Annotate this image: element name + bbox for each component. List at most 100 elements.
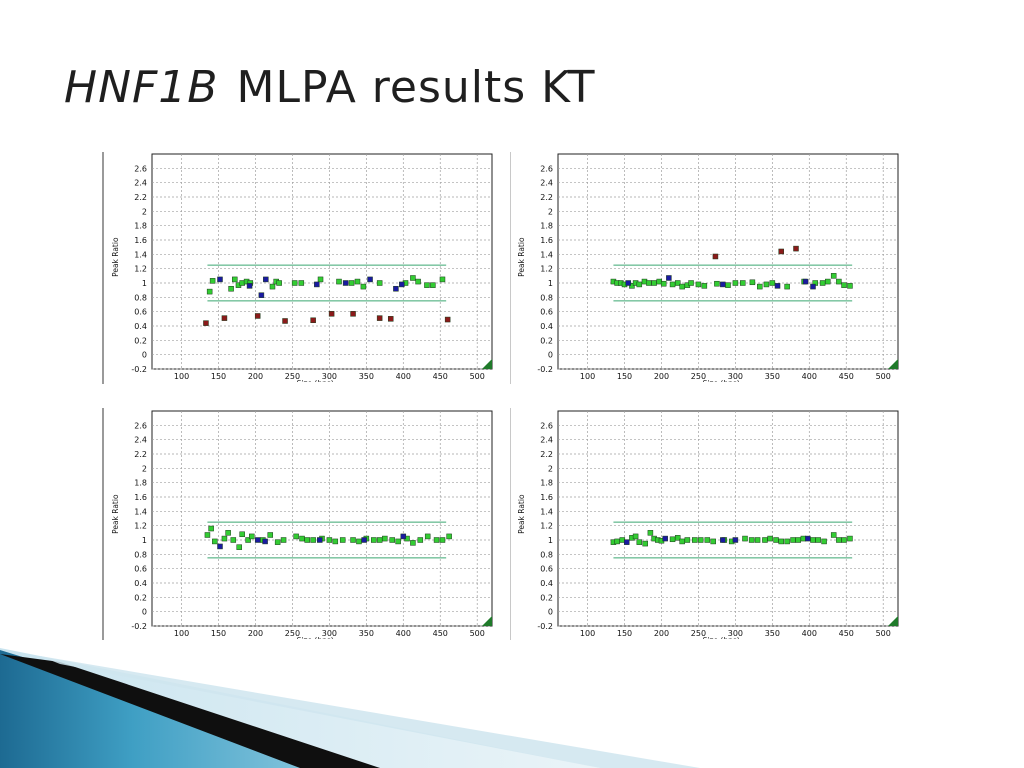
reference-probe-point (314, 281, 320, 288)
normal-probe-point (629, 283, 635, 289)
reference-probe-point (361, 537, 367, 543)
y-tick-label: 0.2 (134, 593, 147, 602)
y-tick-label: 0.2 (540, 593, 553, 602)
y-tick-label: 2 (548, 207, 553, 216)
normal-probe-point (847, 283, 853, 289)
normal-probe-point (410, 275, 416, 281)
mlpa-plot-svg: -0.2 0 0.2 0.4 0.6 0.8 1 1.2 1.4 1.6 1.8 2 2.2 2.4 2.6… (111, 410, 493, 639)
x-tick-label: 300 (728, 372, 743, 381)
title-text: MLPA results KT (236, 62, 596, 113)
reference-probe-point (623, 539, 630, 545)
reference-probe-point (399, 281, 405, 288)
normal-probe-point (208, 525, 214, 532)
normal-probe-point (830, 273, 837, 279)
x-tick-label: 100 (174, 629, 189, 638)
y-tick-label: 0.6 (540, 565, 553, 574)
normal-probe-point (310, 537, 316, 543)
y-tick-label: 1.4 (540, 250, 553, 259)
y-tick-label: -0.2 (131, 365, 147, 374)
x-tick-label: 250 (691, 372, 706, 381)
y-tick-label: -0.2 (131, 622, 147, 631)
normal-probe-point (695, 281, 702, 288)
normal-probe-point (647, 530, 654, 536)
mlpa-panel-1: -0.2 0 0.2 0.4 0.6 0.8 1 1.2 1.4 1.6 1.8 2 2.2 2.4 2.6… (106, 150, 502, 382)
y-tick-label: 2.6 (134, 164, 147, 173)
normal-probe-point (304, 537, 310, 543)
normal-probe-point (209, 278, 216, 284)
y-axis-label: Peak Ratio (517, 237, 526, 277)
panel-divider-middle-bottom (510, 408, 511, 640)
normal-probe-point (249, 533, 255, 540)
x-tick-label: 500 (470, 629, 485, 638)
y-tick-label: 2 (548, 464, 553, 473)
x-tick-label: 350 (765, 629, 780, 638)
reference-probe-point (732, 537, 739, 543)
normal-probe-point (679, 538, 685, 545)
y-tick-label: 1.4 (134, 507, 147, 516)
normal-probe-point (679, 283, 685, 290)
y-tick-label: 0.8 (134, 293, 147, 302)
y-axis-label: Peak Ratio (111, 494, 120, 534)
x-tick-label: 400 (802, 372, 817, 381)
x-tick-label: 300 (322, 629, 337, 638)
slide-title: HNF1B MLPA results KT (64, 62, 596, 113)
y-tick-label: 2.4 (540, 436, 553, 445)
mlpa-panel-3: -0.2 0 0.2 0.4 0.6 0.8 1 1.2 1.4 1.6 1.8 2 2.2 2.4 2.6… (106, 407, 502, 639)
normal-probe-point (815, 537, 821, 543)
normal-probe-point (276, 280, 282, 286)
normal-probe-point (732, 280, 739, 286)
y-tick-label: 2.6 (540, 421, 553, 430)
reference-probe-point (254, 537, 261, 543)
normal-probe-point (395, 538, 401, 545)
normal-probe-point (795, 537, 801, 543)
reference-probe-point (393, 285, 399, 292)
normal-probe-point (298, 280, 305, 286)
y-tick-label: 1.6 (540, 236, 553, 245)
deletion-probe-point (350, 311, 356, 317)
title-gene: HNF1B (64, 62, 219, 113)
reference-probe-point (720, 281, 726, 288)
y-tick-label: 0.6 (540, 308, 553, 317)
y-tick-label: 1.4 (540, 507, 553, 516)
x-axis-label: Size (bps) (297, 379, 334, 382)
duplication-probe-point (793, 245, 799, 252)
normal-probe-point (763, 281, 770, 288)
y-tick-label: 1.2 (540, 265, 553, 274)
x-tick-label: 150 (211, 372, 226, 381)
y-tick-label: 0.4 (540, 579, 553, 588)
x-tick-label: 400 (802, 629, 817, 638)
x-tick-label: 300 (322, 372, 337, 381)
normal-probe-point (836, 537, 842, 543)
corner-resize-marker (482, 359, 492, 369)
reference-probe-point (342, 280, 349, 286)
panel-divider-left-bottom (102, 408, 104, 640)
normal-probe-point (749, 279, 756, 286)
normal-probe-point (354, 278, 361, 285)
normal-probe-point (740, 280, 746, 286)
normal-probe-point (632, 533, 639, 540)
normal-probe-point (669, 281, 676, 288)
normal-probe-point (836, 278, 842, 285)
panel-divider-left-top (102, 152, 104, 384)
normal-probe-point (230, 537, 237, 543)
y-axis-label: Peak Ratio (517, 494, 526, 534)
x-tick-label: 100 (174, 372, 189, 381)
normal-probe-point (674, 280, 681, 286)
normal-probe-point (819, 280, 826, 286)
x-tick-label: 500 (876, 372, 891, 381)
x-tick-label: 450 (839, 372, 854, 381)
x-axis-label: Size (bps) (703, 379, 740, 382)
normal-probe-point (684, 537, 691, 543)
normal-probe-point (725, 282, 731, 288)
duplication-probe-point (778, 248, 784, 255)
reference-probe-point (217, 276, 223, 283)
reference-probe-point (666, 275, 672, 281)
reference-probe-point (317, 537, 323, 543)
normal-probe-point (326, 537, 333, 543)
mlpa-panel-2: -0.2 0 0.2 0.4 0.6 0.8 1 1.2 1.4 1.6 1.8 2 2.2 2.4 2.6… (512, 150, 908, 382)
y-axis-label: Peak Ratio (111, 237, 120, 277)
x-tick-label: 500 (470, 372, 485, 381)
panel-divider-middle-top (510, 152, 511, 384)
deletion-probe-point (328, 311, 335, 317)
normal-probe-point (291, 280, 298, 286)
